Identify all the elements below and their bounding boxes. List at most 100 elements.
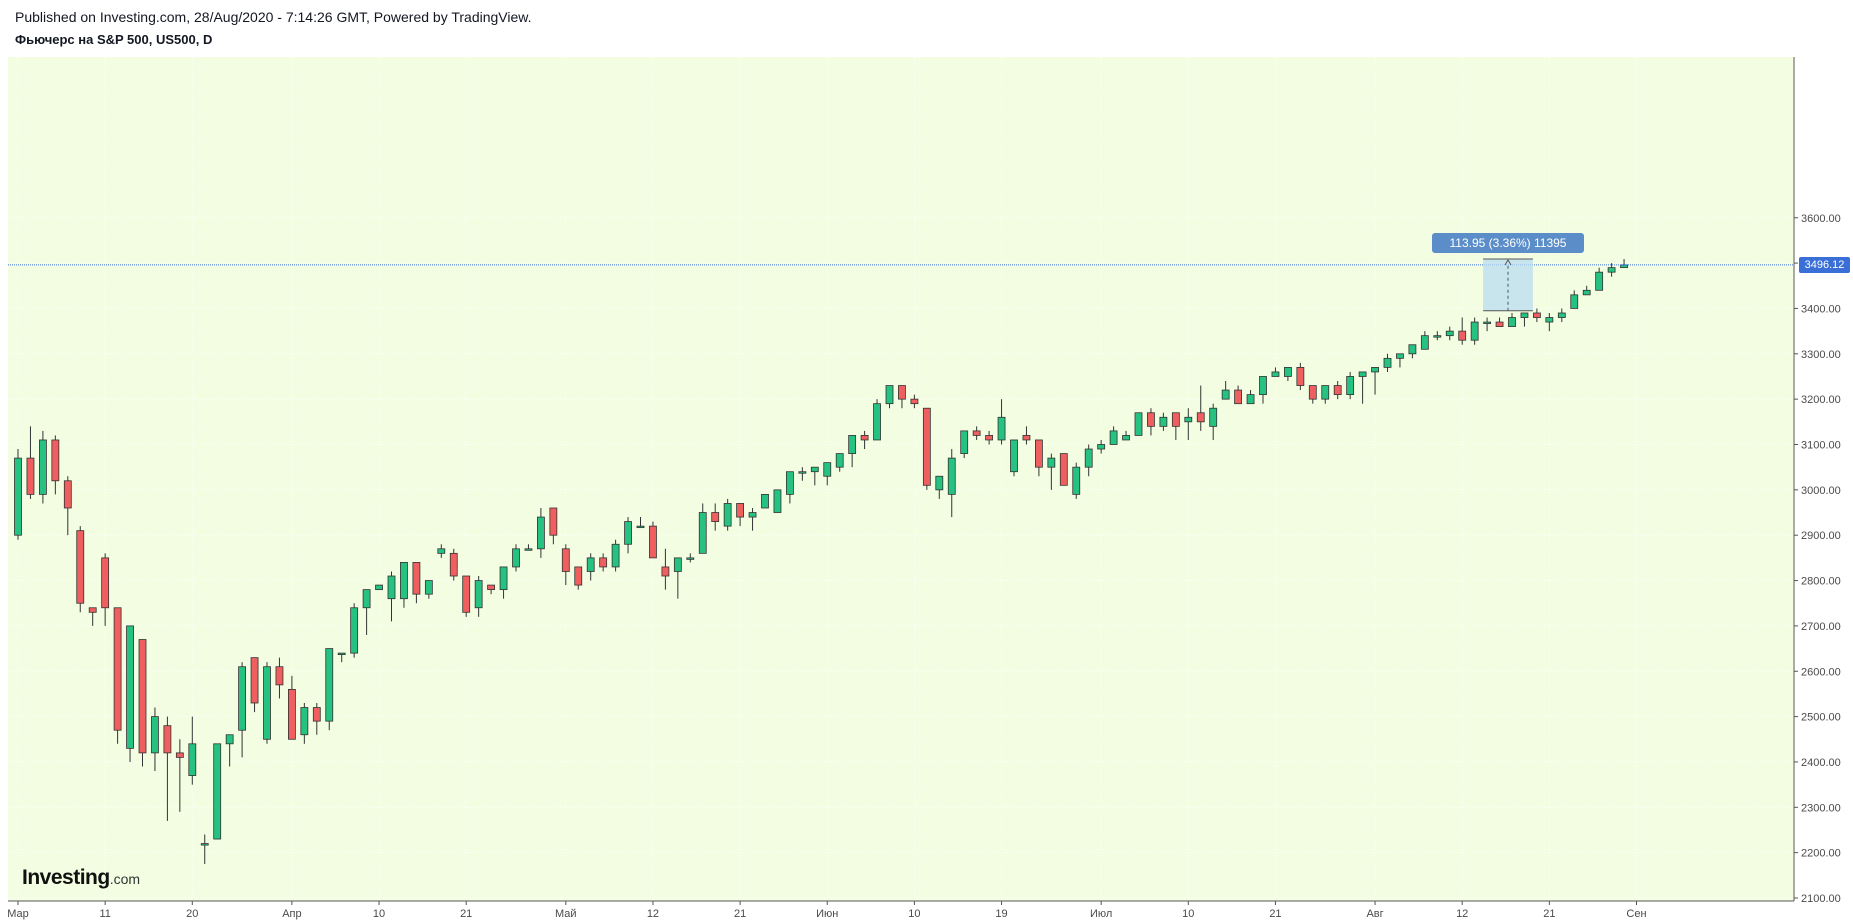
candle <box>1433 331 1442 341</box>
candle <box>1072 462 1081 499</box>
x-tick-label: 10 <box>908 908 920 920</box>
candle <box>1533 308 1541 323</box>
x-tick-label: 21 <box>1543 908 1555 920</box>
candle <box>499 566 508 599</box>
candle-body <box>424 580 433 595</box>
investing-logo: Investing.com <box>22 866 140 890</box>
candle <box>935 475 944 499</box>
candle-body <box>499 566 508 591</box>
candle-body <box>1396 353 1404 359</box>
candle-body <box>873 403 881 441</box>
candle-body <box>437 548 446 554</box>
candle <box>586 553 595 581</box>
candle <box>325 648 334 731</box>
measure-label: 113.95 (3.36%) 11395 <box>1432 233 1584 254</box>
candle <box>188 716 197 785</box>
x-tick-label: Мар <box>7 908 29 920</box>
candle <box>561 544 570 586</box>
candle <box>213 743 222 840</box>
candle-body <box>213 743 222 840</box>
candle <box>1333 381 1342 400</box>
candle-body <box>586 557 595 572</box>
candle <box>1246 390 1255 405</box>
candle <box>1159 412 1168 431</box>
candle-body <box>1122 435 1130 441</box>
measure-tool[interactable] <box>1483 258 1533 312</box>
candle-body <box>723 503 732 527</box>
candle <box>151 707 159 772</box>
candle <box>250 657 259 713</box>
candle-body <box>1508 317 1516 327</box>
candle <box>524 544 533 551</box>
candle <box>1209 403 1218 440</box>
candle-body <box>1495 321 1504 327</box>
candle-body <box>487 584 496 591</box>
candle-body <box>960 430 969 454</box>
candle <box>848 435 857 468</box>
candle <box>972 426 981 440</box>
candle-body <box>736 503 744 518</box>
candle <box>412 562 421 604</box>
candle <box>873 399 881 441</box>
candle <box>1196 385 1205 431</box>
candle <box>661 548 670 590</box>
candle <box>1010 439 1018 477</box>
candle <box>1271 367 1280 377</box>
candle <box>823 462 832 486</box>
candle-body <box>1221 389 1230 400</box>
x-tick-label: 19 <box>995 908 1007 920</box>
candle <box>300 702 309 744</box>
candle <box>1508 312 1516 327</box>
candle <box>312 702 321 735</box>
candle-body <box>387 575 396 600</box>
y-tick-label: 3400.00 <box>1801 303 1841 315</box>
candle-body <box>63 480 72 509</box>
x-tick-label: Июл <box>1090 908 1112 920</box>
candle-body <box>1171 412 1180 427</box>
candle-body <box>1196 412 1205 423</box>
candle-body <box>312 707 321 722</box>
candle-body <box>574 566 583 586</box>
candle <box>462 575 471 617</box>
candle <box>1284 367 1292 382</box>
candle <box>1134 412 1143 436</box>
candle <box>922 407 931 490</box>
x-tick-label: 21 <box>1269 908 1281 920</box>
candle <box>910 394 919 409</box>
x-tick-label: 12 <box>647 908 659 920</box>
y-tick-label: 3100.00 <box>1801 440 1841 452</box>
candle <box>860 430 869 450</box>
candle <box>1445 326 1454 341</box>
candle <box>885 385 894 409</box>
candle-body <box>375 584 383 591</box>
candle <box>76 526 85 613</box>
candle-body <box>537 516 545 550</box>
candle <box>736 503 744 527</box>
candle-body <box>1308 385 1317 400</box>
candle-body <box>711 512 720 522</box>
y-tick-label: 2800.00 <box>1801 576 1841 588</box>
candle <box>424 580 433 599</box>
candle <box>711 503 720 531</box>
candle-body <box>698 512 707 554</box>
candle-body <box>1470 321 1479 341</box>
candle-body <box>1420 335 1429 350</box>
candle-body <box>1271 371 1280 377</box>
candle-body <box>1059 453 1068 486</box>
candle <box>1109 426 1118 445</box>
candle-body <box>14 457 22 536</box>
candle-body <box>1383 357 1392 368</box>
candle-body <box>1259 376 1267 396</box>
x-tick-label: 12 <box>1456 908 1468 920</box>
candle-body <box>860 435 869 441</box>
candle <box>1022 426 1031 445</box>
candle-body <box>1371 367 1379 373</box>
candle <box>1321 385 1330 404</box>
y-tick-label: 2300.00 <box>1801 802 1841 814</box>
candle <box>1371 367 1379 395</box>
candle <box>723 498 732 531</box>
candle-body <box>599 557 608 568</box>
candle <box>1296 362 1305 391</box>
candle-body <box>26 457 35 495</box>
